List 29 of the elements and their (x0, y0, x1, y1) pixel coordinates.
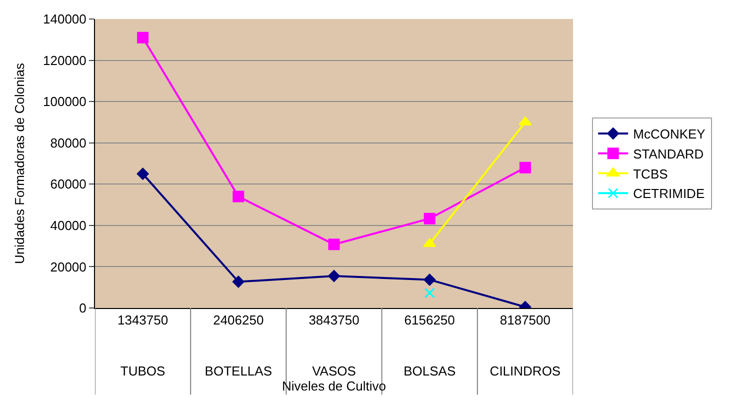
y-tick-label: 0 (79, 300, 86, 316)
y-axis-title: Unidades Formadoras de Colonias (12, 62, 27, 264)
y-tick-label: 80000 (50, 135, 86, 150)
y-tick-label: 140000 (43, 12, 86, 27)
point (519, 162, 531, 174)
point (424, 288, 435, 298)
legend-label: STANDARD (633, 146, 704, 162)
category-label: 2406250 BOTELLAS (204, 312, 272, 378)
category-label: 1343750 TUBOS (117, 312, 168, 378)
point (424, 212, 436, 224)
point (136, 168, 149, 180)
y-tick-label: 100000 (43, 94, 86, 110)
category-label: 8187500 CILINDROS (490, 312, 561, 378)
point (232, 190, 244, 202)
y-tick-label: 40000 (50, 218, 86, 233)
point (137, 32, 149, 44)
category-label: 3843750 VASOS (308, 312, 360, 378)
legend-label: McCONKEY (633, 126, 706, 142)
legend-label: TCBS (633, 166, 668, 182)
point (328, 270, 340, 282)
y-tick-label: 20000 (50, 259, 86, 274)
y-tick-label: 120000 (43, 52, 86, 68)
legend-label: CETRIMIDE (633, 186, 705, 202)
point (232, 276, 244, 288)
x-axis-title: Niveles de Cultivo (282, 378, 386, 394)
point (424, 274, 436, 286)
y-tick-label: 60000 (50, 176, 86, 192)
point (328, 238, 340, 250)
category-label: 6156250 BOLSAS (404, 312, 456, 378)
